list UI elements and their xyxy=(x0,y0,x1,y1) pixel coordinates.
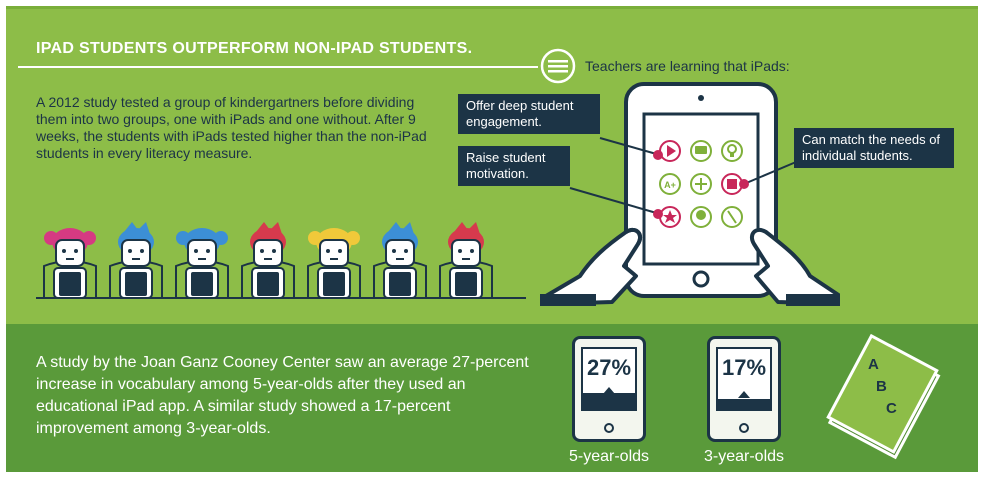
up-arrow-icon xyxy=(603,387,615,394)
kid-figure xyxy=(439,222,493,299)
book-letter-c: C xyxy=(886,400,897,417)
cuff-left xyxy=(540,294,596,306)
right-hand xyxy=(749,227,840,306)
phone-home-button xyxy=(604,423,614,433)
bottom-paragraph: A study by the Joan Ganz Cooney Center s… xyxy=(36,354,529,437)
pencil-icon xyxy=(721,206,743,228)
up-arrow-icon xyxy=(738,391,750,398)
phone-home-button xyxy=(739,423,749,433)
bottom-panel xyxy=(6,324,978,472)
badge-icon xyxy=(690,206,712,228)
kids-illustration xyxy=(36,222,526,299)
kid-figure xyxy=(373,222,427,299)
book-letter-a: A xyxy=(868,356,879,373)
label-5-year-olds: 5-year-olds xyxy=(568,448,650,465)
needs-pointer xyxy=(743,161,797,185)
abc-book-icon xyxy=(826,334,941,460)
kid-figure xyxy=(43,228,97,299)
kid-figure xyxy=(109,222,163,299)
section-title: IPAD STUDENTS OUTPERFORM NON-IPAD STUDEN… xyxy=(36,40,473,57)
phone-screen: 27% xyxy=(581,347,637,411)
svg-text:A+: A+ xyxy=(664,180,676,190)
stat-fill-bar xyxy=(718,399,770,409)
left-hand xyxy=(544,227,643,306)
kid-figure xyxy=(241,222,295,299)
tablet-illustration: A+ xyxy=(540,82,840,306)
kid-figure xyxy=(307,228,361,299)
stat-value: 17% xyxy=(721,355,767,380)
chat-icon xyxy=(690,140,712,162)
tablet-home-button xyxy=(692,270,710,288)
book-letter-b: B xyxy=(876,378,887,395)
teachers-heading: Teachers are learning that iPads: xyxy=(585,58,790,74)
tablet-camera xyxy=(698,95,704,101)
motivation-pointer xyxy=(569,187,661,215)
lightbulb-icon xyxy=(721,140,743,162)
label-3-year-olds: 3-year-olds xyxy=(703,448,785,465)
grade-icon: A+ xyxy=(659,173,681,195)
engagement-pointer xyxy=(599,137,661,156)
ipad-logo-icon xyxy=(540,48,576,84)
phone-5-year-olds: 27% xyxy=(572,336,646,442)
callout-engagement: Offer deep student engagement. xyxy=(458,94,600,134)
intro-paragraph: A 2012 study tested a group of kindergar… xyxy=(36,94,427,161)
title-divider xyxy=(18,66,538,68)
kid-figure xyxy=(175,228,229,299)
stat-fill-bar xyxy=(583,393,635,409)
plus-icon xyxy=(690,173,712,195)
phone-screen: 17% xyxy=(716,347,772,411)
phone-3-year-olds: 17% xyxy=(707,336,781,442)
callout-motivation: Raise student motivation. xyxy=(458,146,570,186)
callout-needs: Can match the needs of individual studen… xyxy=(794,128,954,168)
stat-value: 27% xyxy=(586,355,632,380)
cuff-right xyxy=(786,294,840,306)
